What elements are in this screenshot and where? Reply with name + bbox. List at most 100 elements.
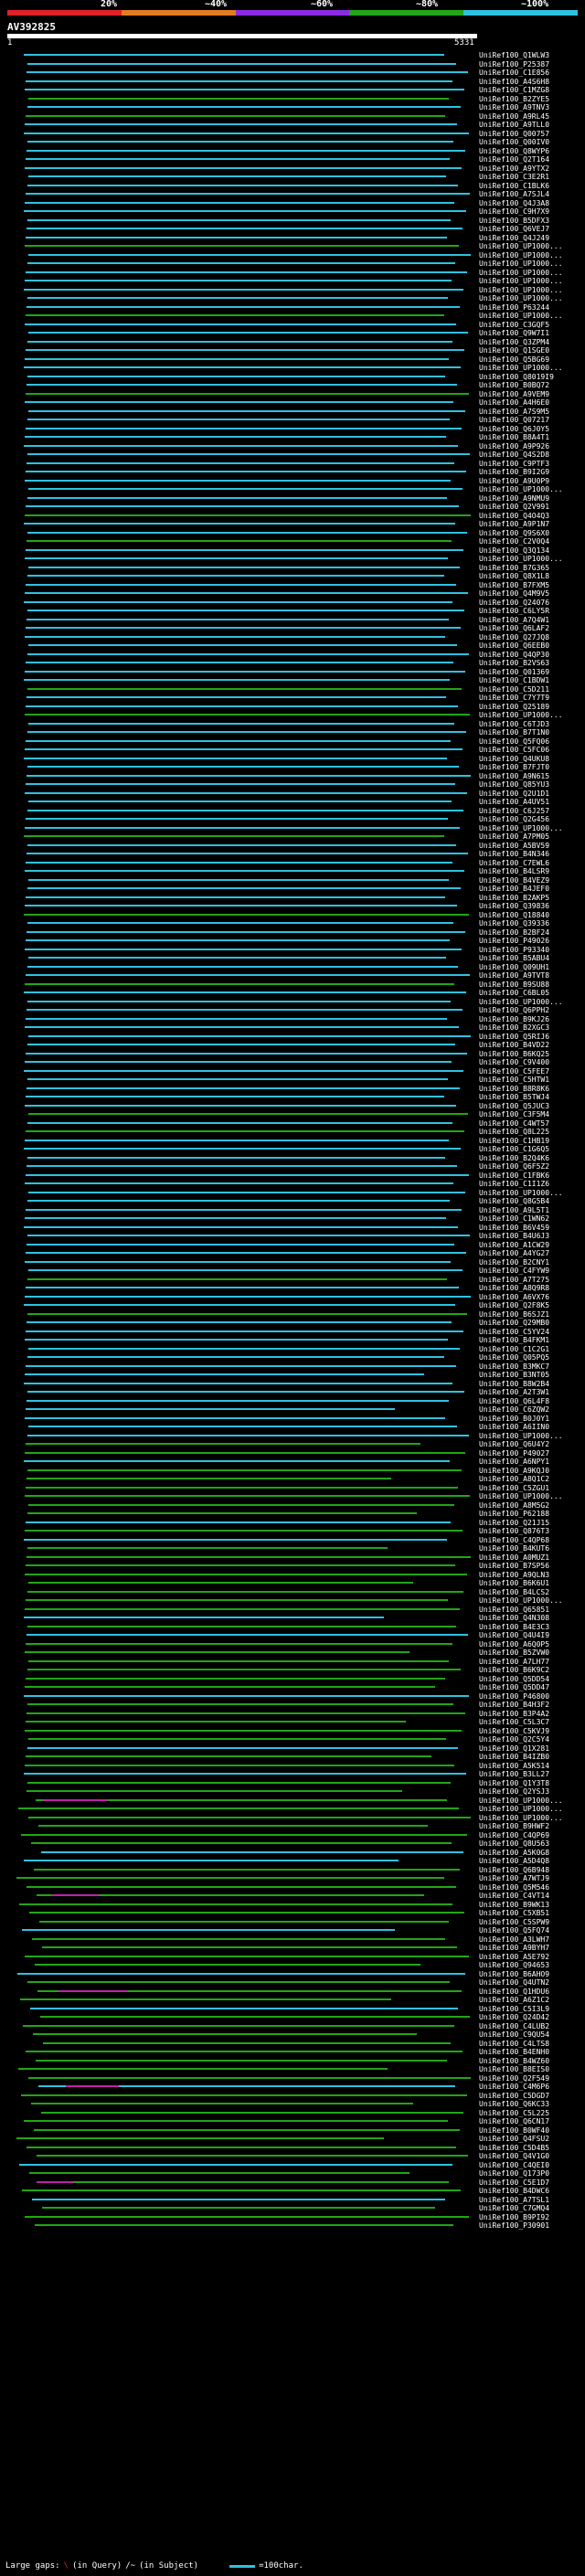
hit-label[interactable]: UniRef100_Q6U4Y2	[479, 1440, 550, 1448]
hit-label[interactable]: UniRef100_C1MZG8	[479, 86, 550, 94]
hit-row[interactable]: UniRef100_Q29MB0	[0, 1319, 585, 1327]
hit-label[interactable]: UniRef100_Q6L4F8	[479, 1396, 550, 1405]
hit-row[interactable]: UniRef100_Q27JQ8	[0, 633, 585, 641]
hit-label[interactable]: UniRef100_UP1000...	[479, 997, 563, 1006]
hit-label[interactable]: UniRef100_B7FXM5	[479, 580, 550, 589]
hit-row[interactable]: UniRef100_B4VD22	[0, 1041, 585, 1049]
hit-row[interactable]: UniRef100_B6KQ25	[0, 1050, 585, 1058]
hit-row[interactable]: UniRef100_A7PM05	[0, 832, 585, 841]
hit-label[interactable]: UniRef100_A9TVT8	[479, 971, 550, 980]
hit-row[interactable]: UniRef100_C5L3C7	[0, 1718, 585, 1726]
hit-row[interactable]: UniRef100_B0WF40	[0, 2126, 585, 2135]
hit-label[interactable]: UniRef100_Q6J0Y5	[479, 424, 550, 433]
hit-label[interactable]: UniRef100_A6Z1C2	[479, 1996, 550, 2004]
hit-row[interactable]: UniRef100_B5ZVW0	[0, 1648, 585, 1657]
hit-label[interactable]: UniRef100_Q01369	[479, 667, 550, 676]
hit-label[interactable]: UniRef100_B4IZB0	[479, 1753, 550, 1761]
hit-row[interactable]: UniRef100_Q5JUC3	[0, 1102, 585, 1110]
hit-label[interactable]: UniRef100_UP1000...	[479, 823, 563, 832]
hit-row[interactable]: UniRef100_Q00757	[0, 130, 585, 138]
hit-label[interactable]: UniRef100_B3MKC7	[479, 1362, 550, 1371]
hit-label[interactable]: UniRef100_Q8G5B4	[479, 1197, 550, 1205]
hit-label[interactable]: UniRef100_B3NT05	[479, 1371, 550, 1379]
hit-row[interactable]: UniRef100_C1C2G1	[0, 1345, 585, 1353]
hit-row[interactable]: UniRef100_C5FC06	[0, 746, 585, 754]
hit-label[interactable]: UniRef100_A7SJL4	[479, 190, 550, 198]
hit-label[interactable]: UniRef100_A7LH77	[479, 1657, 550, 1666]
hit-label[interactable]: UniRef100_C7EWL6	[479, 858, 550, 867]
hit-label[interactable]: UniRef100_C9PTF3	[479, 459, 550, 468]
hit-label[interactable]: UniRef100_Q09UH1	[479, 962, 550, 971]
hit-label[interactable]: UniRef100_A6Q0P5	[479, 1639, 550, 1648]
hit-label[interactable]: UniRef100_Q6F5Z2	[479, 1162, 550, 1171]
hit-label[interactable]: UniRef100_C5I3L9	[479, 2004, 550, 2013]
hit-row[interactable]: UniRef100_B3NT05	[0, 1371, 585, 1379]
hit-label[interactable]: UniRef100_Q29MB0	[479, 1319, 550, 1327]
hit-label[interactable]: UniRef100_Q1X281	[479, 1744, 550, 1753]
hit-row[interactable]: UniRef100_B9I2G9	[0, 468, 585, 476]
hit-row[interactable]: UniRef100_Q2F8K5	[0, 1301, 585, 1309]
hit-label[interactable]: UniRef100_C5DGD7	[479, 2091, 550, 2100]
hit-row[interactable]: UniRef100_A9N615	[0, 772, 585, 780]
hit-label[interactable]: UniRef100_B3LL27	[479, 1770, 550, 1778]
hit-label[interactable]: UniRef100_C5ZGU1	[479, 1483, 550, 1492]
hit-row[interactable]: UniRef100_UP1000...	[0, 286, 585, 294]
hit-row[interactable]: UniRef100_C1MZG8	[0, 86, 585, 94]
hit-row[interactable]: UniRef100_C4M6P6	[0, 2083, 585, 2091]
hit-label[interactable]: UniRef100_Q00757	[479, 129, 550, 138]
hit-row[interactable]: UniRef100_B4LSR9	[0, 867, 585, 875]
hit-row[interactable]: UniRef100_B4ENH0	[0, 2048, 585, 2056]
hit-row[interactable]: UniRef100_Q5RIJ6	[0, 1033, 585, 1041]
hit-label[interactable]: UniRef100_C5KVJ9	[479, 1726, 550, 1735]
hit-row[interactable]: UniRef100_C6J257	[0, 807, 585, 815]
hit-label[interactable]: UniRef100_UP1000...	[479, 1188, 563, 1197]
hit-label[interactable]: UniRef100_Q2C5Y4	[479, 1735, 550, 1744]
hit-row[interactable]: UniRef100_B9KJ26	[0, 1015, 585, 1023]
hit-label[interactable]: UniRef100_B9KJ26	[479, 1014, 550, 1023]
hit-label[interactable]: UniRef100_P30901	[479, 2221, 550, 2230]
hit-label[interactable]: UniRef100_Q6KC33	[479, 2100, 550, 2108]
hit-row[interactable]: UniRef100_P46800	[0, 1692, 585, 1701]
hit-label[interactable]: UniRef100_Q94653	[479, 1961, 550, 1969]
hit-row[interactable]: UniRef100_A9P926	[0, 442, 585, 451]
hit-label[interactable]: UniRef100_P25387	[479, 59, 550, 69]
hit-label[interactable]: UniRef100_Q4UTN2	[479, 1978, 550, 1987]
hit-label[interactable]: UniRef100_UP1000...	[479, 1813, 563, 1822]
hit-row[interactable]: UniRef100_A9RL45	[0, 112, 585, 121]
hit-row[interactable]: UniRef100_Q2F549	[0, 2074, 585, 2083]
hit-label[interactable]: UniRef100_Q6LAF2	[479, 624, 550, 632]
hit-label[interactable]: UniRef100_A7WTJ9	[479, 1874, 550, 1882]
hit-row[interactable]: UniRef100_B2CNY1	[0, 1258, 585, 1267]
hit-row[interactable]: UniRef100_Q5DD54	[0, 1675, 585, 1683]
hit-row[interactable]: UniRef100_C1FBK6	[0, 1171, 585, 1180]
hit-label[interactable]: UniRef100_C5YV24	[479, 1327, 550, 1336]
hit-label[interactable]: UniRef100_A5BV59	[479, 841, 550, 850]
hit-label[interactable]: UniRef100_Q876T3	[479, 1527, 550, 1535]
hit-row[interactable]: UniRef100_C7Y7T9	[0, 694, 585, 702]
hit-row[interactable]: UniRef100_Q1HDU6	[0, 1988, 585, 1996]
hit-row[interactable]: UniRef100_A5D4Q8	[0, 1857, 585, 1865]
hit-label[interactable]: UniRef100_A6IIN0	[479, 1423, 550, 1431]
hit-label[interactable]: UniRef100_C4LUB2	[479, 2021, 550, 2030]
hit-label[interactable]: UniRef100_C3E2R1	[479, 173, 550, 181]
hit-row[interactable]: UniRef100_C7EWL6	[0, 859, 585, 867]
hit-label[interactable]: UniRef100_C7Y7T9	[479, 694, 550, 702]
hit-row[interactable]: UniRef100_C5SPW9	[0, 1918, 585, 1926]
hit-row[interactable]: UniRef100_A3LWH7	[0, 1935, 585, 1944]
hit-row[interactable]: UniRef100_B3LL27	[0, 1770, 585, 1778]
hit-label[interactable]: UniRef100_Q8U563	[479, 1839, 550, 1848]
hit-label[interactable]: UniRef100_A9L5T1	[479, 1205, 550, 1214]
hit-row[interactable]: UniRef100_Q07217	[0, 416, 585, 424]
hit-label[interactable]: UniRef100_P49026	[479, 937, 550, 945]
hit-row[interactable]: UniRef100_B5ABU4	[0, 954, 585, 962]
hit-row[interactable]: UniRef100_C2V0Q4	[0, 537, 585, 546]
hit-label[interactable]: UniRef100_C3F5M4	[479, 1110, 550, 1118]
hit-label[interactable]: UniRef100_A8Q1C2	[479, 1475, 550, 1483]
hit-label[interactable]: UniRef100_A9P1N7	[479, 520, 550, 528]
hit-row[interactable]: UniRef100_B6K9C2	[0, 1666, 585, 1674]
hit-label[interactable]: UniRef100_UP1000...	[479, 1796, 563, 1805]
hit-row[interactable]: UniRef100_A9TNV3	[0, 103, 585, 111]
hit-label[interactable]: UniRef100_C9H7X9	[479, 207, 550, 216]
hit-row[interactable]: UniRef100_Q4U4I9	[0, 1631, 585, 1639]
hit-label[interactable]: UniRef100_Q18840	[479, 910, 550, 919]
